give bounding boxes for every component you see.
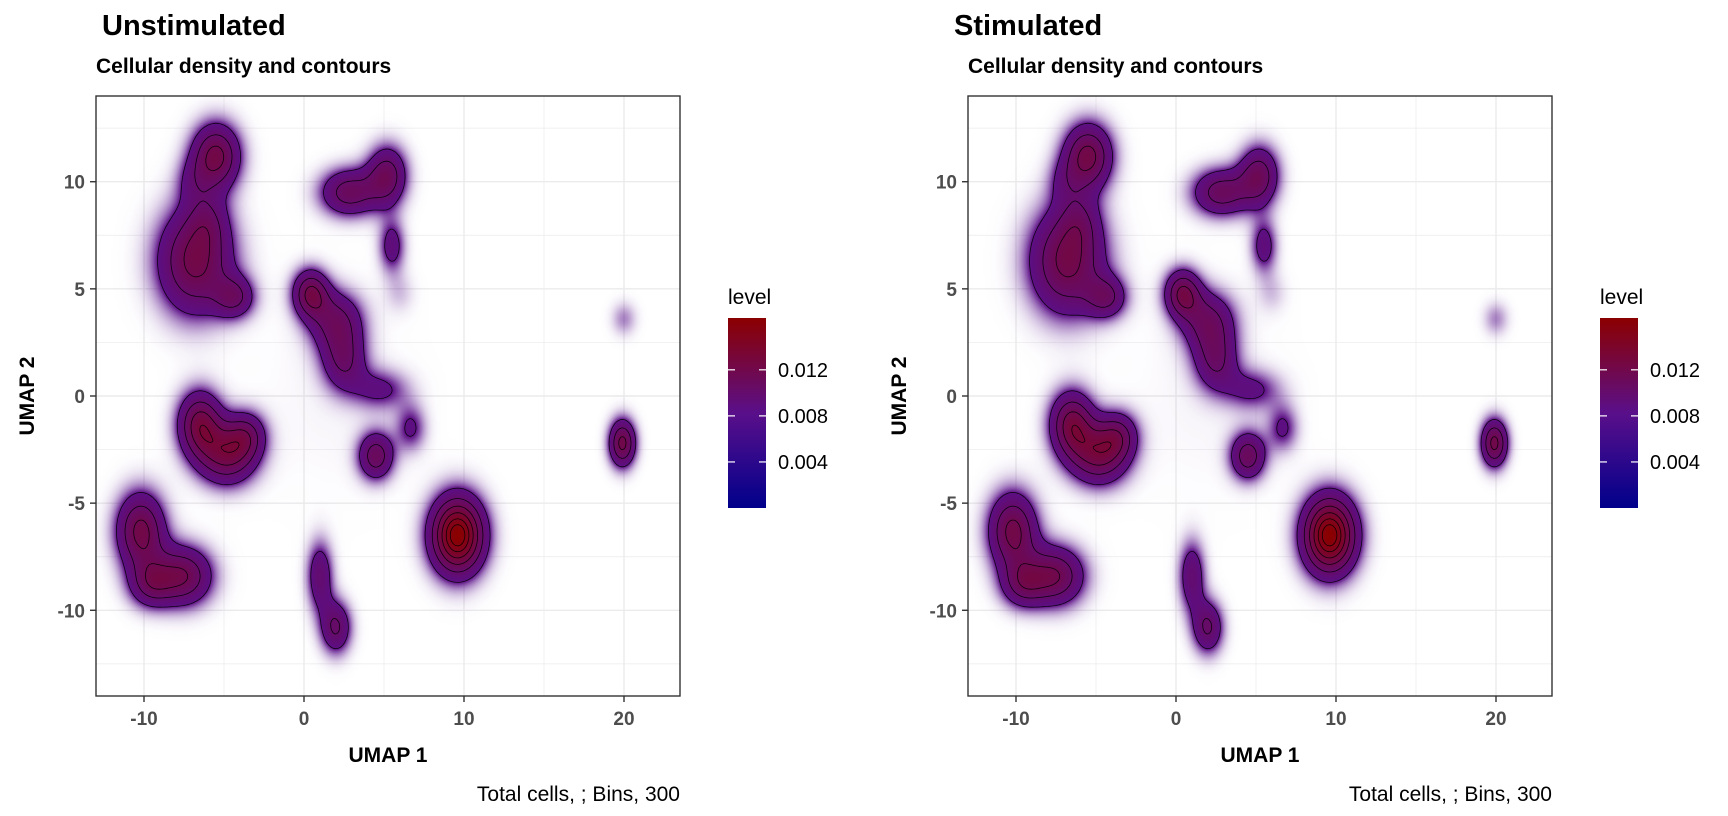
contour-line — [1005, 145, 1499, 590]
x-tick-label: 0 — [1171, 709, 1182, 730]
y-axis-title: UMAP 2 — [16, 357, 39, 436]
contour-line — [116, 122, 637, 650]
y-axis-title: UMAP 2 — [888, 357, 911, 436]
contour-line — [1317, 518, 1342, 553]
y-tick-label: 10 — [936, 173, 957, 194]
contour-line — [445, 518, 470, 553]
contour-line — [124, 134, 632, 635]
contour-line — [199, 424, 474, 559]
y-tick-label: -10 — [58, 601, 85, 622]
legend-colorbar — [1600, 318, 1638, 508]
chart-caption: Total cells, ; Bins, 300 — [477, 783, 680, 806]
y-tick-label: 5 — [946, 280, 957, 301]
contour-line — [1071, 424, 1346, 559]
chart-subtitle: Cellular density and contours — [96, 55, 391, 78]
y-tick-label: -5 — [68, 494, 85, 515]
legend-colorbar — [728, 318, 766, 508]
legend-title: level — [728, 286, 771, 309]
panel-unstimulated: Unstimulated Cellular density and contou… — [16, 10, 828, 806]
legend-label: 0.004 — [778, 452, 828, 474]
legend-ticks — [728, 369, 766, 463]
chart-title: Stimulated — [954, 10, 1102, 42]
contour-line — [133, 145, 627, 590]
legend-title: level — [1600, 286, 1643, 309]
y-tick-label: 0 — [74, 387, 85, 408]
legend-label: 0.004 — [1650, 452, 1700, 474]
contour-line — [988, 122, 1509, 650]
x-tick-label: 0 — [299, 709, 310, 730]
contour-lines — [988, 122, 1509, 650]
y-tick-label: 10 — [64, 173, 85, 194]
y-tick-label: 5 — [74, 280, 85, 301]
axis-ticks — [90, 181, 625, 702]
y-tick-label: -5 — [940, 494, 957, 515]
x-axis-title: UMAP 1 — [349, 744, 428, 767]
panel-stimulated: Stimulated Cellular density and contours… — [888, 10, 1700, 806]
contour-lines — [116, 122, 637, 650]
x-tick-label: 10 — [1325, 709, 1346, 730]
contour-line — [996, 134, 1504, 635]
chart-title: Unstimulated — [102, 10, 286, 42]
legend-label: 0.012 — [1650, 360, 1700, 382]
x-tick-label: 10 — [453, 709, 474, 730]
y-tick-label: -10 — [930, 601, 957, 622]
chart-caption: Total cells, ; Bins, 300 — [1349, 783, 1552, 806]
legend-ticks — [1600, 369, 1638, 463]
x-axis-title: UMAP 1 — [1221, 744, 1300, 767]
legend-label: 0.012 — [778, 360, 828, 382]
contour-line — [1321, 524, 1338, 547]
x-tick-label: -10 — [130, 709, 157, 730]
axis-ticks — [962, 181, 1497, 702]
x-tick-label: 20 — [613, 709, 634, 730]
x-tick-label: -10 — [1002, 709, 1029, 730]
chart-subtitle: Cellular density and contours — [968, 55, 1263, 78]
legend-label: 0.008 — [1650, 406, 1700, 428]
y-tick-label: 0 — [946, 387, 957, 408]
legend-label: 0.008 — [778, 406, 828, 428]
x-tick-label: 20 — [1485, 709, 1506, 730]
contour-line — [449, 524, 466, 547]
